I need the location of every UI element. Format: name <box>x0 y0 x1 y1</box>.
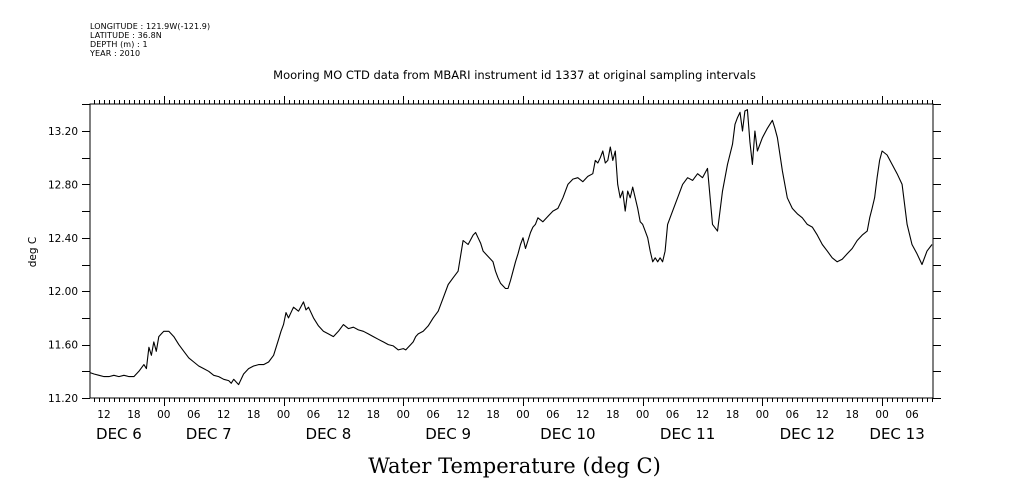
y-axis-label: deg C <box>27 237 39 267</box>
x-hour-label: 06 <box>905 409 919 421</box>
longitude-label: LONGITUDE : 121.9W(-121.9) <box>90 22 211 31</box>
series-group <box>89 109 933 386</box>
x-hour-label: 18 <box>247 409 260 421</box>
x-hour-label: 12 <box>696 409 709 421</box>
depth-label: DEPTH (m) : 1 <box>90 40 148 49</box>
x-hour-label: 06 <box>666 409 680 421</box>
axes-group: 11.20 11.60 12.00 12.40 12.80 13.20 12 18 00 06 12… <box>48 96 941 443</box>
x-hour-label: 12 <box>337 409 350 421</box>
x-hour-label: 18 <box>127 409 140 421</box>
y-tick-label: 12.80 <box>48 179 78 191</box>
x-hour-label: 06 <box>307 409 321 421</box>
x-hour-label: 06 <box>546 409 560 421</box>
x-hour-label: 12 <box>97 409 110 421</box>
x-hour-label: 18 <box>726 409 739 421</box>
x-day-label: DEC 9 <box>425 425 471 443</box>
x-hour-label: 12 <box>217 409 230 421</box>
x-hour-label: 18 <box>846 409 859 421</box>
x-hour-label: 00 <box>397 409 410 421</box>
x-hour-label: 00 <box>756 409 769 421</box>
y-tick-label: 13.20 <box>48 126 78 138</box>
x-axis-title: Water Temperature (deg C) <box>368 454 661 478</box>
x-hour-label: 00 <box>875 409 888 421</box>
y-tick-label: 12.40 <box>48 233 78 245</box>
x-hour-label: 00 <box>157 409 170 421</box>
year-label: YEAR : 2010 <box>90 49 141 58</box>
x-hour-label: 18 <box>606 409 619 421</box>
x-hour-label: 18 <box>367 409 380 421</box>
x-hour-label: 00 <box>636 409 649 421</box>
x-day-label: DEC 11 <box>660 425 715 443</box>
chart-title: Mooring MO CTD data from MBARI instrumen… <box>273 68 756 82</box>
x-hour-label: 00 <box>516 409 529 421</box>
y-tick-label: 12.00 <box>48 286 78 298</box>
x-day-label: DEC 13 <box>869 425 924 443</box>
x-hour-label: 00 <box>277 409 290 421</box>
x-hour-label: 12 <box>816 409 829 421</box>
y-tick-label: 11.20 <box>48 393 78 405</box>
temperature-line <box>89 109 933 386</box>
x-hour-label: 06 <box>786 409 800 421</box>
x-hour-label: 12 <box>576 409 589 421</box>
x-day-label: DEC 7 <box>186 425 232 443</box>
x-day-label: DEC 8 <box>306 425 352 443</box>
x-hour-label: 06 <box>426 409 440 421</box>
x-hour-label: 06 <box>187 409 201 421</box>
x-day-label: DEC 10 <box>540 425 595 443</box>
x-hour-label: 18 <box>486 409 499 421</box>
x-day-label: DEC 6 <box>96 425 142 443</box>
latitude-label: LATITUDE : 36.8N <box>90 31 162 40</box>
x-hour-label: 12 <box>456 409 469 421</box>
x-day-label: DEC 12 <box>780 425 835 443</box>
plot-frame <box>89 103 934 399</box>
y-tick-label: 11.60 <box>48 340 78 352</box>
metadata-block: LONGITUDE : 121.9W(-121.9) LATITUDE : 36… <box>90 22 210 58</box>
